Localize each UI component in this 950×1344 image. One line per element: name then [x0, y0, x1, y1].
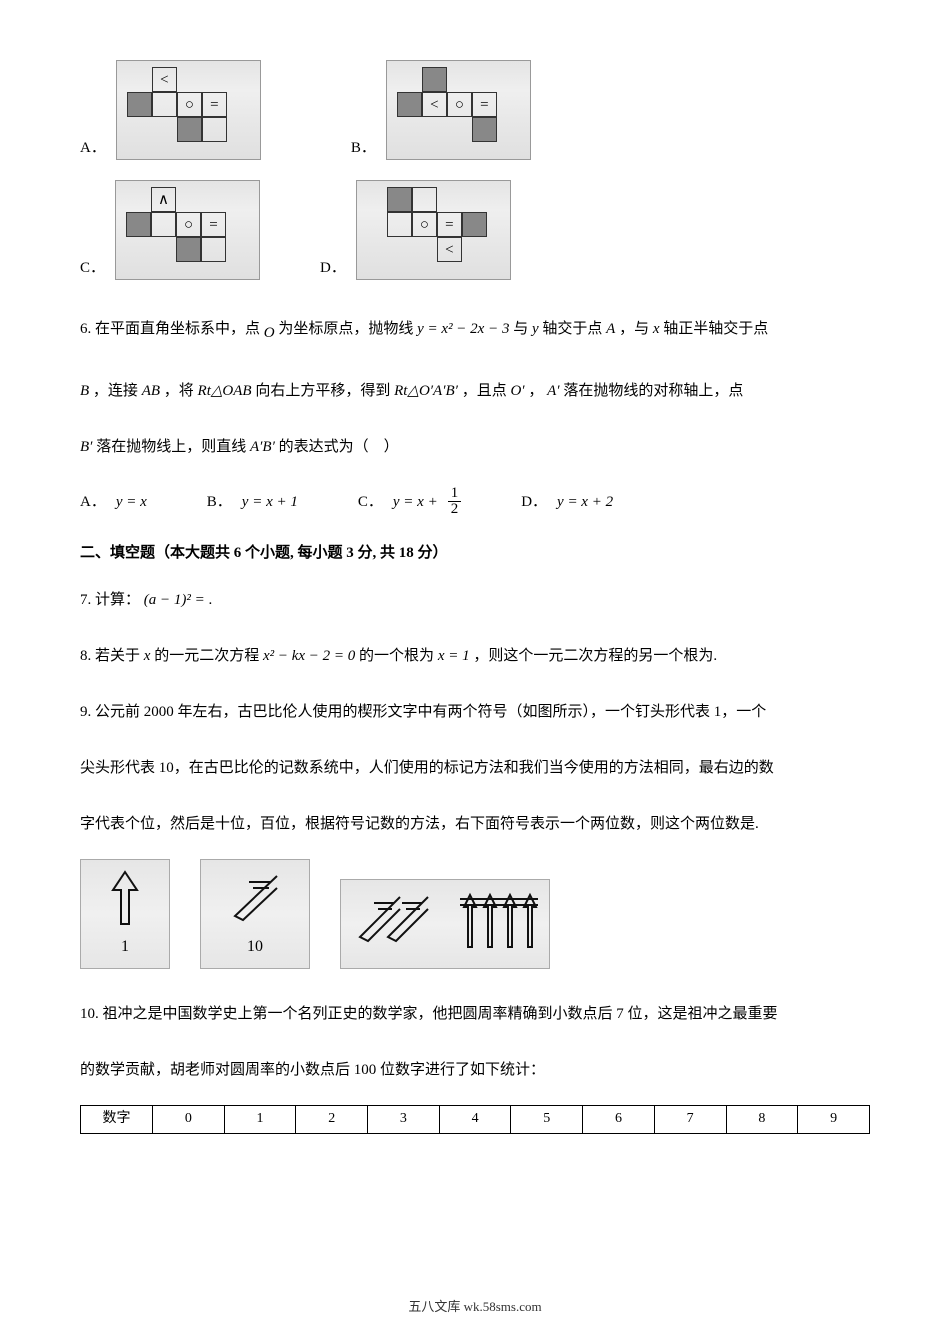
- table-cell: 0: [153, 1106, 225, 1134]
- q6-t5: ，与: [619, 321, 649, 337]
- q7-expr: (a − 1)² =: [144, 592, 205, 608]
- q6-B: B: [80, 383, 89, 399]
- option-C-label: C．: [80, 256, 105, 280]
- q6-choice-B[interactable]: B． y = x + 1: [207, 490, 298, 514]
- q6-t2: 为坐标原点，抛物线: [278, 321, 413, 337]
- q6-t1: 6. 在平面直角坐标系中，点: [80, 321, 260, 337]
- option-B-label: B．: [351, 136, 376, 160]
- q6-rt1: Rt△OAB: [198, 383, 252, 399]
- q8-t3: 的一个根为: [359, 648, 434, 664]
- q9-symbol-1: 1: [80, 859, 170, 969]
- q10-line2: 的数学贡献，胡老师对圆周率的小数点后 100 位数字进行了如下统计：: [80, 1049, 870, 1091]
- q7-tail: .: [209, 592, 213, 608]
- option-A-label: A．: [80, 136, 106, 160]
- q5-option-B-figure: < ○ =: [386, 60, 531, 160]
- q9-cap10: 10: [247, 934, 263, 960]
- choice-D-expr: y = x + 2: [557, 490, 613, 514]
- q5-options-row-2: C． ∧ ○ = D． ○ = <: [80, 180, 870, 280]
- choice-B-expr: y = x + 1: [242, 490, 298, 514]
- q6-stem-line3: B′ 落在抛物线上，则直线 A′B′ 的表达式为（ ）: [80, 426, 870, 468]
- q6-t11: ，: [528, 383, 543, 399]
- q9-combo: [340, 879, 550, 969]
- q6-Op: O′: [510, 383, 524, 399]
- q6-t12: 落在抛物线的对称轴上，点: [563, 383, 743, 399]
- page-footer: 五八文库 wk.58sms.com: [0, 1297, 950, 1318]
- table-cell: 7: [654, 1106, 726, 1134]
- choice-B-label: B．: [207, 490, 232, 514]
- nail-glyph-icon: [105, 868, 145, 928]
- q6-y: y: [532, 321, 539, 337]
- q8-t4: ，则这个一元二次方程的另一个根为.: [473, 648, 717, 664]
- arrow-glyph-icon: [225, 868, 285, 928]
- q8-t2: 的一元二次方程: [154, 648, 259, 664]
- table-cell: 5: [511, 1106, 583, 1134]
- q6-Bp: B′: [80, 439, 92, 455]
- choice-C-expr-pre: y = x +: [393, 490, 438, 514]
- choice-A-label: A．: [80, 490, 106, 514]
- q9-line2: 尖头形代表 10，在古巴比伦的记数系统中，人们使用的标记方法和我们当今使用的方法…: [80, 747, 870, 789]
- q6-t6: 轴正半轴交于点: [663, 321, 768, 337]
- q6-ApBp: A′B′: [250, 439, 275, 455]
- table-cell: 2: [296, 1106, 368, 1134]
- frac-den: 2: [448, 502, 462, 517]
- q9-cap1: 1: [121, 934, 129, 960]
- q6-A: A: [606, 321, 615, 337]
- choice-C-label: C．: [358, 490, 383, 514]
- q6-t4: 轴交于点: [542, 321, 602, 337]
- q9-figures: 1 10: [80, 859, 870, 969]
- q8-x: x: [144, 648, 151, 664]
- table-cell: 3: [368, 1106, 440, 1134]
- q10-table: 数字 0 1 2 3 4 5 6 7 8 9: [80, 1105, 870, 1134]
- q6-choice-C[interactable]: C． y = x + 1 2: [358, 486, 461, 517]
- q6-stem-line2: B ，连接 AB ，将 Rt△OAB 向右上方平移，得到 Rt△O′A′B′ ，…: [80, 370, 870, 412]
- q9-symbol-10: 10: [200, 859, 310, 969]
- q9-line3: 字代表个位，然后是十位，百位，根据符号记数的方法，右下面符号表示一个两位数，则这…: [80, 803, 870, 845]
- q5-options-row-1: A． < ○ = B． < ○ =: [80, 60, 870, 160]
- q8-root: x = 1: [438, 648, 470, 664]
- choice-C-frac: 1 2: [448, 486, 462, 517]
- choice-D-label: D．: [521, 490, 547, 514]
- q6-t7: ，连接: [93, 383, 138, 399]
- q9-line1: 9. 公元前 2000 年左右，古巴比伦人使用的楔形文字中有两个符号（如图所示）…: [80, 691, 870, 733]
- q6-t13: 落在抛物线上，则直线: [96, 439, 246, 455]
- q7: 7. 计算： (a − 1)² = .: [80, 579, 870, 621]
- option-D-label: D．: [320, 256, 346, 280]
- frac-num: 1: [448, 486, 462, 502]
- q7-text: 7. 计算：: [80, 592, 140, 608]
- combo-glyph-icon: [350, 889, 540, 959]
- q8: 8. 若关于 x 的一元二次方程 x² − kx − 2 = 0 的一个根为 x…: [80, 635, 870, 677]
- choice-A-expr: y = x: [116, 490, 147, 514]
- q6-t9: 向右上方平移，得到: [255, 383, 390, 399]
- q6-t3: 与: [513, 321, 528, 337]
- table-cell: 8: [726, 1106, 798, 1134]
- table-cell: 4: [439, 1106, 511, 1134]
- table-cell: 6: [583, 1106, 655, 1134]
- table-header-cell: 数字: [81, 1106, 153, 1134]
- q8-eq: x² − kx − 2 = 0: [263, 648, 355, 664]
- q6-O: O: [264, 325, 275, 341]
- q6-AB: AB: [142, 383, 160, 399]
- q5-option-C-figure: ∧ ○ =: [115, 180, 260, 280]
- q6-parab: y = x² − 2x − 3: [417, 321, 509, 337]
- q6-choice-A[interactable]: A． y = x: [80, 490, 147, 514]
- q6-rt2: Rt△O′A′B′: [394, 383, 458, 399]
- table-row: 数字 0 1 2 3 4 5 6 7 8 9: [81, 1106, 870, 1134]
- q6-t14: 的表达式为（ ）: [279, 439, 399, 455]
- section-2-heading: 二、填空题（本大题共 6 个小题, 每小题 3 分, 共 18 分）: [80, 541, 870, 565]
- table-cell: 9: [798, 1106, 870, 1134]
- q6-x: x: [653, 321, 660, 337]
- q6-t10: ，且点: [462, 383, 507, 399]
- q10-line1: 10. 祖冲之是中国数学史上第一个名列正史的数学家，他把圆周率精确到小数点后 7…: [80, 993, 870, 1035]
- q6-choice-D[interactable]: D． y = x + 2: [521, 490, 613, 514]
- table-cell: 1: [224, 1106, 296, 1134]
- q6-stem: 6. 在平面直角坐标系中，点 O 为坐标原点，抛物线 y = x² − 2x −…: [80, 308, 870, 354]
- q6-Ap: A′: [547, 383, 559, 399]
- q5-option-A-figure: < ○ =: [116, 60, 261, 160]
- q5-option-D-figure: ○ = <: [356, 180, 511, 280]
- q6-t8: ，将: [164, 383, 194, 399]
- q6-choices: A． y = x B． y = x + 1 C． y = x + 1 2 D． …: [80, 486, 870, 517]
- q8-t1: 8. 若关于: [80, 648, 140, 664]
